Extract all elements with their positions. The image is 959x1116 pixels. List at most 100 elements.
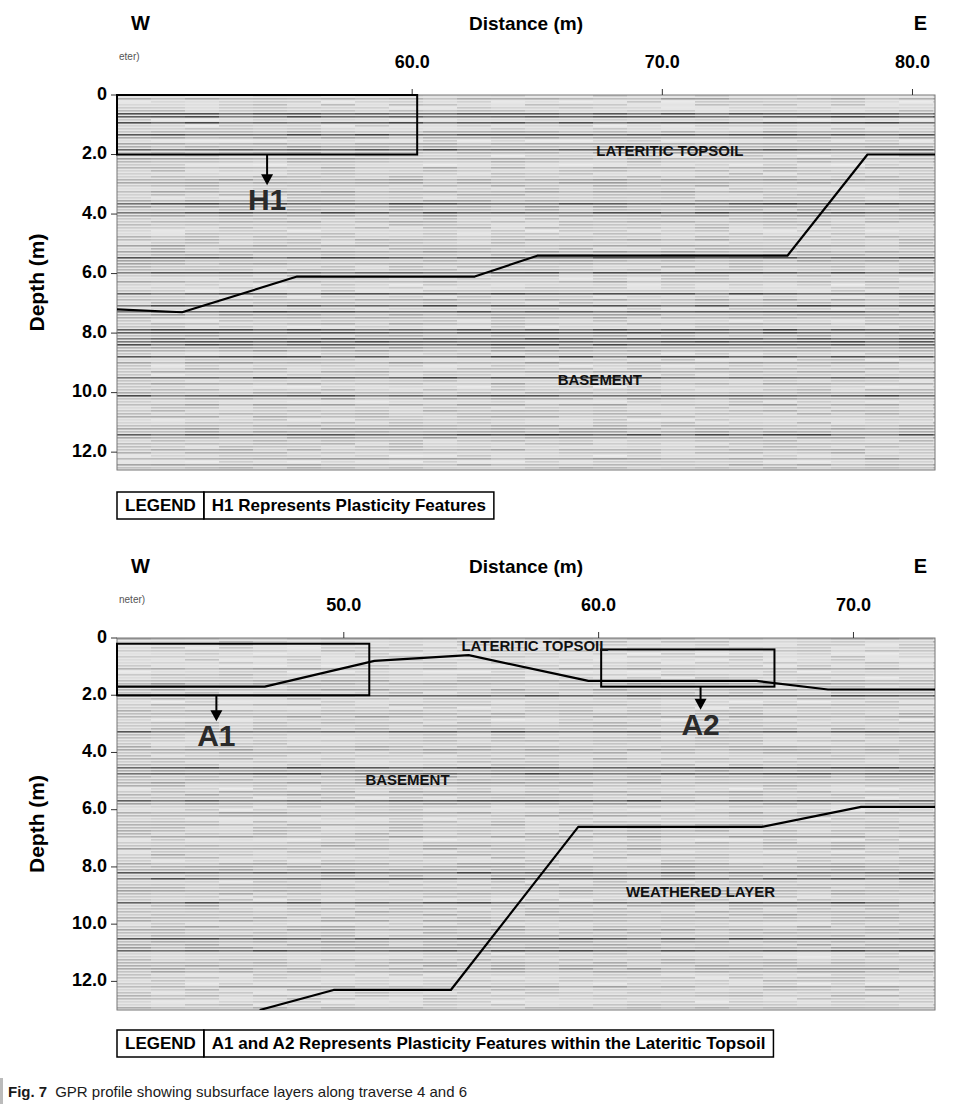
radargram-trace	[831, 200, 865, 202]
radargram-trace	[593, 98, 627, 100]
radargram-trace	[865, 191, 899, 193]
radargram-trace	[287, 281, 321, 283]
radargram-trace	[525, 215, 559, 217]
radargram-trace	[457, 281, 491, 283]
radargram-trace	[389, 185, 423, 187]
radargram-trace	[763, 98, 797, 100]
radargram-trace	[117, 170, 151, 172]
radargram-trace	[287, 116, 321, 118]
radargram-trace	[627, 200, 661, 202]
radargram-trace	[457, 260, 491, 262]
radargram-trace	[457, 230, 491, 232]
radargram-trace	[185, 176, 219, 178]
radargram-trace	[117, 317, 151, 319]
radargram-trace	[151, 104, 185, 106]
radargram-trace	[355, 323, 389, 325]
radargram-trace	[457, 233, 491, 235]
radargram-trace	[865, 134, 899, 136]
radargram-trace	[559, 329, 593, 331]
radargram-trace	[525, 116, 559, 118]
radargram-trace	[797, 158, 831, 160]
radargram-trace	[729, 302, 763, 304]
radargram-trace	[627, 182, 661, 184]
radargram-trace	[661, 164, 695, 166]
radargram-trace	[117, 182, 151, 184]
radargram-trace	[491, 248, 525, 250]
radargram-trace	[525, 314, 559, 316]
radargram-trace	[695, 266, 729, 268]
radargram-trace	[797, 224, 831, 226]
radargram-trace	[253, 122, 287, 124]
radargram-trace	[151, 107, 185, 109]
radargram-trace	[593, 236, 627, 238]
radargram-trace	[525, 317, 559, 319]
radargram-trace	[865, 194, 899, 196]
radargram-trace	[525, 176, 559, 178]
radargram-trace	[695, 233, 729, 235]
radargram-trace	[525, 287, 559, 289]
radargram-trace	[151, 167, 185, 169]
radargram-trace	[423, 173, 457, 175]
radargram-trace	[321, 131, 355, 133]
radargram-trace	[185, 134, 219, 136]
radargram-trace	[627, 233, 661, 235]
radargram-trace	[117, 224, 151, 226]
radargram-trace	[729, 137, 763, 139]
radargram-trace	[831, 209, 865, 211]
radargram-trace	[627, 179, 661, 181]
radargram-trace	[151, 233, 185, 235]
radargram-trace	[763, 182, 797, 184]
radargram-trace	[729, 176, 763, 178]
radargram-trace	[865, 254, 899, 256]
radargram-trace	[831, 257, 865, 259]
radargram-trace	[457, 173, 491, 175]
radargram-trace	[219, 260, 253, 262]
radargram-trace	[219, 137, 253, 139]
radargram-trace	[117, 293, 151, 295]
radargram-trace	[763, 221, 797, 223]
radargram-trace	[151, 101, 185, 103]
radargram-trace	[763, 140, 797, 142]
radargram-trace	[389, 305, 423, 307]
radargram-trace	[457, 314, 491, 316]
radargram-trace	[627, 176, 661, 178]
radargram-trace	[457, 182, 491, 184]
radargram-trace	[287, 293, 321, 295]
radargram-trace	[423, 176, 457, 178]
radargram-trace	[661, 245, 695, 247]
radargram-trace	[763, 308, 797, 310]
radargram-trace	[117, 320, 151, 322]
radargram-trace	[253, 218, 287, 220]
radargram-trace	[627, 326, 661, 328]
radargram-trace	[117, 329, 151, 331]
radargram-trace	[525, 251, 559, 253]
radargram-trace	[525, 203, 559, 205]
radargram-trace	[321, 236, 355, 238]
radargram-trace	[831, 323, 865, 325]
radargram-trace	[695, 290, 729, 292]
radargram-trace	[355, 206, 389, 208]
radargram-trace	[151, 191, 185, 193]
radargram-trace	[865, 224, 899, 226]
radargram-trace	[525, 224, 559, 226]
radargram-trace	[865, 293, 899, 295]
radargram-trace	[355, 278, 389, 280]
radargram-trace	[219, 305, 253, 307]
radargram-trace	[593, 299, 627, 301]
radargram-trace	[627, 311, 661, 313]
radargram-trace	[593, 116, 627, 118]
radargram-trace	[185, 131, 219, 133]
radargram-trace	[389, 233, 423, 235]
radargram-trace	[321, 110, 355, 112]
radargram-trace	[287, 233, 321, 235]
radargram-trace	[627, 305, 661, 307]
radargram-trace	[253, 221, 287, 223]
radargram-trace	[559, 149, 593, 151]
radargram-trace	[423, 209, 457, 211]
radargram-trace	[321, 296, 355, 298]
radargram-trace	[627, 107, 661, 109]
radargram-trace	[695, 170, 729, 172]
radargram-trace	[457, 221, 491, 223]
radargram-trace	[185, 98, 219, 100]
radargram-trace	[899, 278, 933, 280]
